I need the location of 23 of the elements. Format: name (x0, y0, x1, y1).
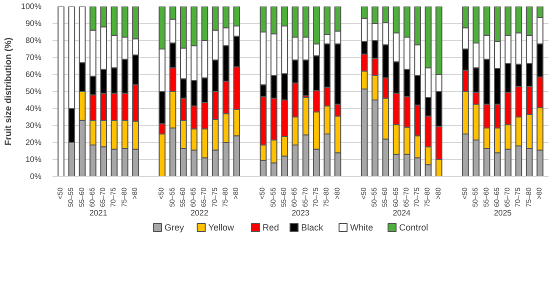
y-tick-label: 10% (25, 155, 42, 164)
y-tick-label: 80% (25, 36, 42, 45)
text: 2022 (190, 208, 209, 218)
legend-label: Black (301, 222, 324, 232)
y-tick-label: 40% (25, 104, 42, 113)
legend-label: Yellow (208, 222, 234, 232)
legend-label: White (350, 222, 374, 232)
y-tick-label: 70% (25, 53, 42, 62)
text: 2023 (292, 208, 310, 218)
text: 2024 (392, 208, 412, 218)
legend-label: Red (262, 222, 280, 232)
y-tick-label: 30% (25, 121, 42, 130)
y-tick-label: 90% (25, 19, 42, 28)
y-tick-label: 0% (30, 172, 42, 181)
text: 2021 (89, 208, 108, 218)
y-tick-label: 20% (25, 138, 42, 147)
text: 2025 (494, 208, 512, 218)
y-tick-label: 100% (21, 2, 42, 11)
legend-label: Control (399, 222, 428, 232)
y-tick-label: 50% (25, 87, 42, 96)
legend-label: Grey (164, 222, 185, 232)
y-tick-label: 60% (25, 70, 42, 79)
y-axis-title: Fruit size distribution (%) (3, 38, 14, 146)
